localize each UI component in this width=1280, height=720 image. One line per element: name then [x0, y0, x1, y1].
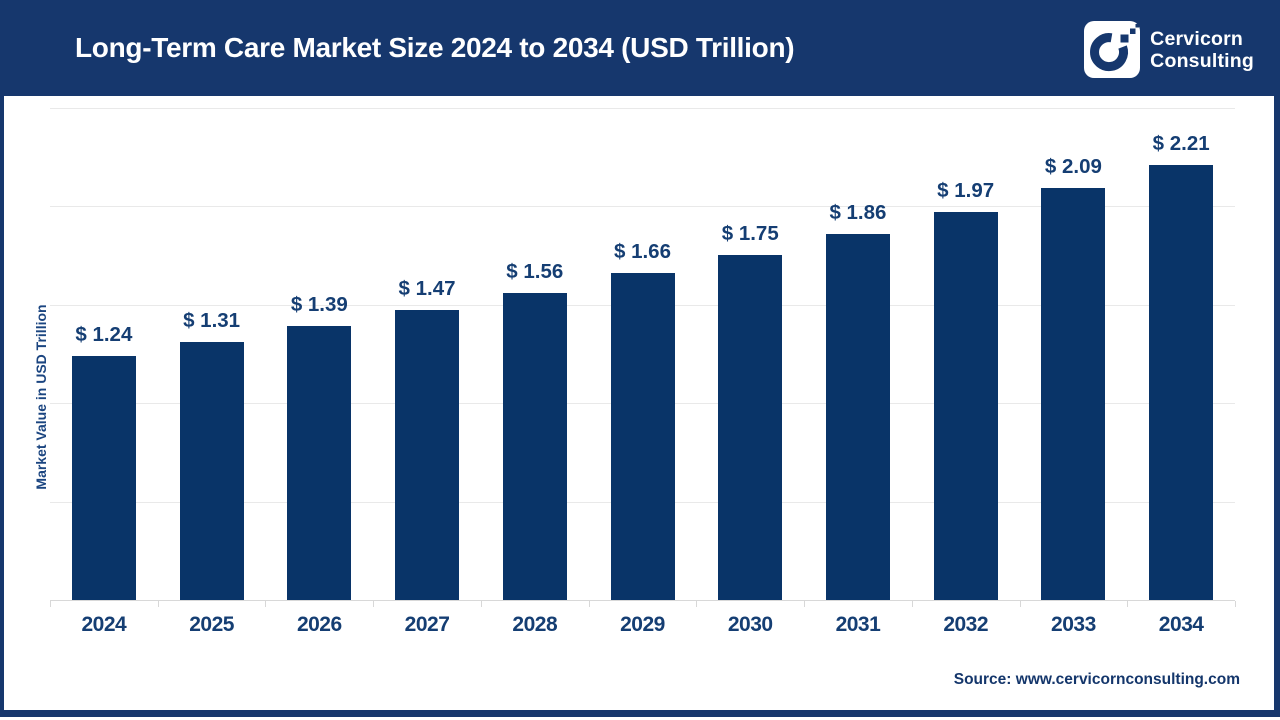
frame-border-left	[0, 96, 4, 717]
x-tick-label: 2024	[81, 613, 127, 636]
bar-value-label: $ 1.66	[613, 240, 671, 263]
page-title: Long-Term Care Market Size 2024 to 2034 …	[75, 32, 795, 63]
bar	[287, 326, 351, 600]
bar	[1149, 165, 1213, 600]
x-tick-label: 2028	[512, 613, 558, 636]
bar	[395, 310, 459, 600]
bar-value-label: $ 1.47	[398, 277, 456, 300]
brand-name: Cervicorn Consulting	[1150, 28, 1254, 72]
x-axis-tick	[480, 601, 482, 607]
x-axis-line	[50, 600, 1235, 601]
x-axis-tick	[588, 601, 590, 607]
x-axis-tick	[1235, 601, 1236, 607]
x-axis-tick	[804, 601, 806, 607]
bar-value-label: $ 1.24	[75, 323, 133, 346]
gridline	[50, 206, 1235, 207]
bar	[503, 293, 567, 600]
bar-value-label: $ 1.97	[937, 179, 995, 202]
brand-name-line2: Consulting	[1150, 49, 1254, 72]
x-axis-tick	[1019, 601, 1021, 607]
x-tick-label: 2030	[727, 613, 773, 636]
x-tick-label: 2032	[943, 613, 989, 636]
bar-value-label: $ 2.09	[1044, 155, 1102, 178]
x-axis-tick	[50, 601, 51, 607]
x-tick-label: 2027	[404, 613, 450, 636]
x-axis-tick	[911, 601, 913, 607]
bar-value-label: $ 1.56	[506, 260, 564, 283]
x-axis-tick	[373, 601, 375, 607]
y-axis-title: Market Value in USD Trillion	[33, 304, 49, 490]
frame-border-bottom	[0, 710, 1280, 717]
bar-value-label: $ 1.86	[829, 201, 887, 224]
x-tick-label: 2033	[1051, 613, 1096, 636]
frame-border-right	[1274, 96, 1280, 717]
bar	[718, 255, 782, 600]
gridline	[50, 107, 1235, 109]
x-tick-label: 2025	[189, 613, 234, 636]
bar	[180, 342, 244, 600]
header-band: Long-Term Care Market Size 2024 to 2034 …	[0, 0, 1280, 96]
bar	[611, 273, 675, 600]
bar-value-label: $ 1.31	[183, 309, 241, 332]
bar	[1041, 188, 1105, 600]
x-axis-tick	[1127, 601, 1129, 607]
brand-name-line1: Cervicorn	[1150, 27, 1244, 50]
x-axis-tick	[157, 601, 159, 607]
x-axis-tick	[265, 601, 267, 607]
bar-value-label: $ 1.75	[721, 222, 779, 245]
x-tick-label: 2034	[1158, 613, 1204, 636]
source-credit: Source: www.cervicornconsulting.com	[953, 671, 1240, 688]
x-tick-label: 2026	[296, 613, 342, 636]
bar-value-label: $ 2.21	[1152, 132, 1210, 155]
bar	[934, 212, 998, 600]
logo-c-glyph	[1090, 24, 1140, 72]
x-tick-label: 2029	[620, 613, 665, 636]
brand-lockup: Cervicorn Consulting	[1084, 21, 1254, 78]
bar-value-label: $ 1.39	[290, 293, 348, 316]
cervicorn-logo-icon	[1084, 21, 1141, 78]
bar	[826, 234, 890, 600]
x-tick-label: 2031	[835, 613, 881, 636]
bar	[72, 356, 136, 600]
x-axis-tick	[696, 601, 698, 607]
